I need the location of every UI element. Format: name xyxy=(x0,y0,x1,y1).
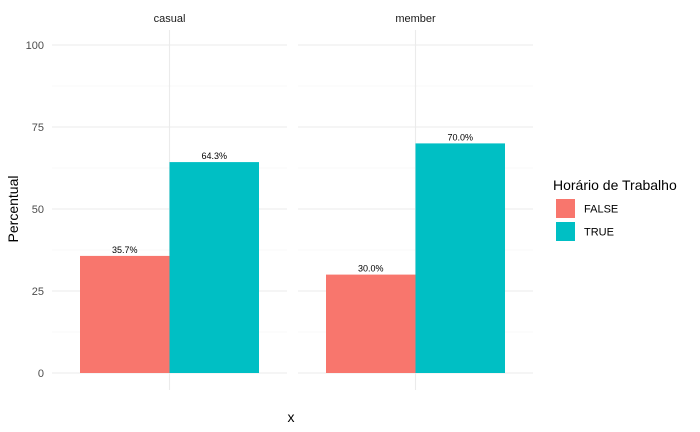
facet-strip-label: casual xyxy=(154,13,186,25)
bar-data-label: 64.3% xyxy=(201,151,227,161)
chart-panels: casual 35.7% 64.3% member 30.0% 70.0% xyxy=(52,13,533,390)
y-tick-label: 75 xyxy=(32,122,44,134)
y-tick-label: 0 xyxy=(38,368,44,380)
legend-label: FALSE xyxy=(584,204,618,216)
bar-member-false xyxy=(326,274,416,373)
y-axis-ticks: 0 25 50 75 100 xyxy=(26,40,44,380)
y-tick-label: 50 xyxy=(32,204,44,216)
y-tick-label: 25 xyxy=(32,286,44,298)
facet-panel-casual: casual 35.7% 64.3% xyxy=(52,13,287,390)
bar-casual-true xyxy=(169,162,259,373)
bar-member-true xyxy=(415,143,505,373)
legend-label: TRUE xyxy=(584,227,614,239)
legend-key-false xyxy=(556,199,575,218)
legend: Horário de Trabalho FALSE TRUE xyxy=(553,177,677,241)
y-tick-label: 100 xyxy=(26,40,44,52)
facet-panel-member: member 30.0% 70.0% xyxy=(298,13,533,390)
bar-data-label: 35.7% xyxy=(112,245,138,255)
legend-title: Horário de Trabalho xyxy=(553,177,677,193)
bar-casual-false xyxy=(80,255,170,373)
x-axis-title: x xyxy=(288,409,295,425)
bar-data-label: 70.0% xyxy=(447,132,473,142)
facet-strip-label: member xyxy=(395,13,436,25)
y-axis-title: Percentual xyxy=(5,176,21,243)
legend-key-true xyxy=(556,222,575,241)
bar-data-label: 30.0% xyxy=(358,264,384,274)
